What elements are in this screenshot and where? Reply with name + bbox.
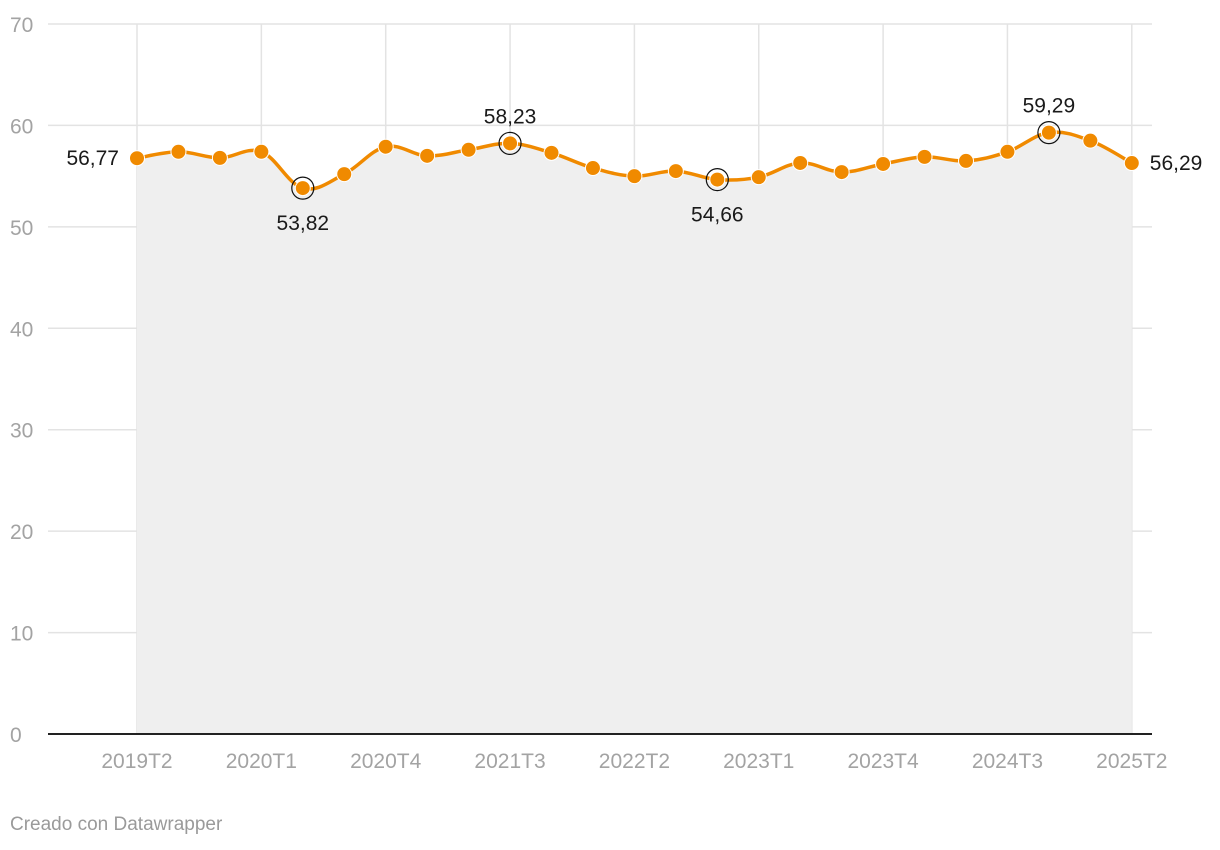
data-point xyxy=(543,144,560,161)
data-point xyxy=(916,148,933,165)
data-point xyxy=(294,180,311,197)
data-point xyxy=(999,143,1016,160)
data-point xyxy=(792,154,809,171)
data-point xyxy=(170,143,187,160)
data-point xyxy=(958,152,974,169)
data-label: 59,29 xyxy=(1023,95,1076,118)
data-point xyxy=(1082,132,1099,149)
y-tick-label: 30 xyxy=(10,420,33,443)
highlight-ring xyxy=(705,167,729,192)
x-tick-label: 2021T3 xyxy=(474,750,545,773)
y-tick-label: 10 xyxy=(10,623,33,646)
data-points xyxy=(129,121,1140,200)
y-tick-label: 0 xyxy=(10,724,22,747)
area-fill xyxy=(137,132,1132,734)
data-point xyxy=(460,141,477,158)
data-point xyxy=(667,163,684,180)
y-tick-label: 60 xyxy=(10,115,33,138)
highlight-ring xyxy=(498,131,522,155)
data-point xyxy=(377,138,394,155)
data-label: 56,29 xyxy=(1150,152,1203,175)
line-chart: 0 10 20 30 40 50 60 70 2019T2 2020T1 2020T4 2021T3 2… xyxy=(10,14,1202,773)
data-labels: 56,77 53,82 58,23 54,66 59,29 56,29 xyxy=(66,95,1202,235)
x-tick-label: 2025T2 xyxy=(1096,750,1167,773)
data-point xyxy=(626,168,643,185)
data-point xyxy=(875,155,892,172)
y-tick-label: 20 xyxy=(10,521,33,544)
highlight-ring xyxy=(291,176,315,200)
data-point xyxy=(584,160,601,177)
x-tick-label: 2024T3 xyxy=(972,750,1043,773)
data-label: 58,23 xyxy=(484,105,537,128)
data-point xyxy=(129,150,145,167)
x-tick-label: 2023T4 xyxy=(847,750,919,773)
highlight-ring xyxy=(1037,121,1061,145)
data-point xyxy=(709,171,726,188)
data-point xyxy=(1123,155,1140,172)
credit-text: Creado con Datawrapper xyxy=(10,814,223,835)
x-tick-label: 2019T2 xyxy=(101,750,172,773)
data-point xyxy=(253,143,270,160)
data-point xyxy=(336,166,353,183)
data-point xyxy=(211,149,228,166)
y-tick-label: 50 xyxy=(10,217,33,240)
y-tick-label: 40 xyxy=(10,318,33,341)
data-label: 54,66 xyxy=(691,204,744,227)
data-point xyxy=(1040,124,1057,141)
area-fill-path xyxy=(137,132,1132,734)
x-tick-label: 2023T1 xyxy=(723,750,794,773)
x-tick-label: 2020T1 xyxy=(226,750,297,773)
x-tick-label: 2020T4 xyxy=(350,750,422,773)
data-label: 56,77 xyxy=(66,147,119,170)
data-point xyxy=(502,135,519,152)
data-point xyxy=(833,164,850,181)
data-label: 53,82 xyxy=(277,212,330,235)
x-tick-label: 2022T2 xyxy=(599,750,670,773)
data-point xyxy=(750,169,767,186)
y-tick-label: 70 xyxy=(10,14,33,37)
data-point xyxy=(419,147,436,164)
